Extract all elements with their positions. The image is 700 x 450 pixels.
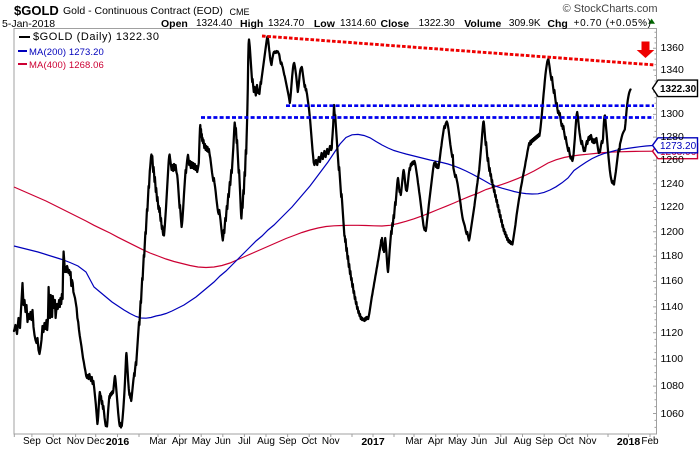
svg-text:1273.20: 1273.20 — [660, 141, 697, 152]
svg-text:1322.30: 1322.30 — [660, 84, 697, 95]
